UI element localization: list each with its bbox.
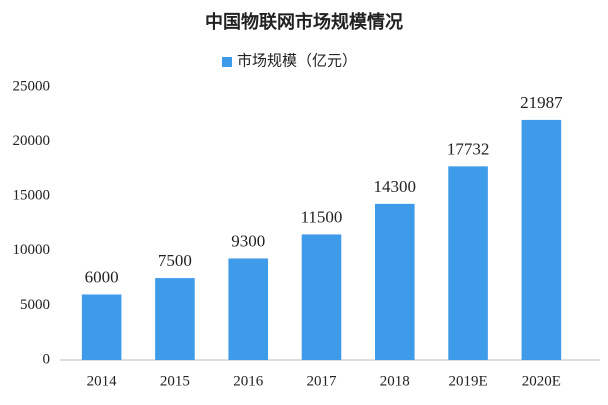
bar	[228, 258, 269, 360]
data-label: 11500	[301, 207, 343, 226]
data-label: 14300	[374, 177, 417, 196]
bar	[301, 234, 342, 360]
x-tick-label: 2016	[233, 373, 264, 389]
y-tick-label: 20000	[13, 133, 51, 149]
legend-label: 市场规模（亿元）	[237, 52, 357, 69]
chart-title: 中国物联网市场规模情况	[205, 11, 403, 32]
x-tick-label: 2017	[307, 373, 338, 389]
legend-swatch	[222, 57, 232, 67]
y-tick-label: 10000	[13, 242, 51, 258]
data-label: 7500	[158, 251, 192, 270]
bar	[448, 166, 488, 360]
x-tick-label: 2019E	[448, 373, 487, 389]
bar	[81, 294, 122, 360]
bar	[155, 278, 195, 360]
y-tick-label: 25000	[13, 78, 51, 94]
x-tick-label: 2020E	[522, 373, 561, 389]
x-tick-label: 2015	[160, 373, 190, 389]
y-tick-label: 15000	[13, 188, 51, 204]
data-label: 21987	[520, 93, 563, 112]
x-tick-label: 2014	[87, 373, 118, 389]
y-tick-label: 0	[43, 351, 51, 367]
data-label: 17732	[447, 139, 490, 158]
bar	[521, 119, 562, 360]
data-label: 6000	[85, 267, 119, 286]
data-label: 9300	[231, 231, 265, 250]
x-tick-label: 2018	[380, 373, 410, 389]
y-tick-label: 5000	[20, 297, 50, 313]
bar	[374, 203, 415, 360]
